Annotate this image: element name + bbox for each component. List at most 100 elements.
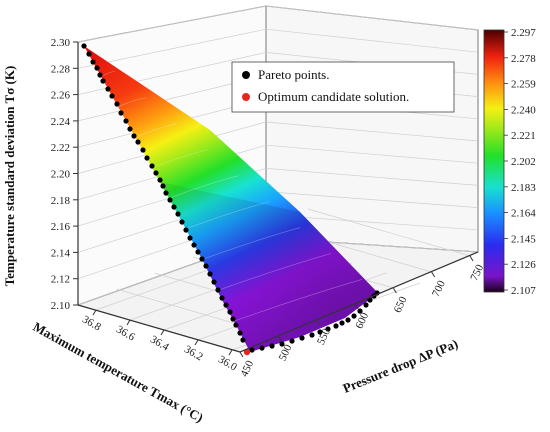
- colorbar-tick-label: 2.145: [511, 233, 536, 245]
- surface-contour-line: [183, 201, 270, 230]
- pareto-point: [325, 326, 331, 332]
- pareto-point: [123, 118, 129, 124]
- pareto-point: [127, 126, 133, 132]
- y-tick-label: 36.8: [80, 313, 103, 333]
- z-gridline-right: [265, 5, 479, 31]
- surface-contour-line: [233, 279, 362, 322]
- surface-contours: [100, 71, 362, 322]
- z-gridline-left: [77, 28, 267, 69]
- pareto-point: [94, 65, 100, 71]
- x-tick-mark: [316, 319, 321, 326]
- y-tick-mark: [92, 309, 97, 316]
- pareto-point: [233, 322, 239, 328]
- pareto-points: [81, 43, 380, 356]
- pareto-point: [157, 177, 163, 183]
- pareto-point: [317, 329, 323, 335]
- colorbar-tick-label: 2.221: [511, 130, 536, 142]
- pareto-point: [195, 249, 201, 255]
- z-tick-label: 2.30: [51, 37, 71, 49]
- pareto-surface: [84, 46, 378, 352]
- z-tick-label: 2.22: [51, 142, 70, 154]
- surface-shading: [160, 182, 378, 352]
- y-tick-mark: [194, 339, 199, 346]
- surface-contour-line: [166, 175, 239, 200]
- pareto-point: [230, 316, 236, 322]
- pareto-point: [90, 59, 96, 65]
- x-tick-mark: [469, 255, 474, 262]
- pareto-point: [171, 204, 177, 210]
- pareto-point: [153, 170, 159, 176]
- pareto-point: [86, 51, 92, 57]
- pareto-point: [199, 256, 205, 262]
- pareto-point: [81, 43, 87, 49]
- colorbar-tick-label: 2.107: [511, 285, 536, 297]
- pareto-point: [105, 86, 111, 92]
- x-tick-mark: [354, 303, 359, 310]
- z-gridline-right: [265, 168, 479, 186]
- pareto-point: [279, 341, 285, 347]
- pareto-point: [269, 343, 275, 349]
- colorbar: 2.297 2.278 2.259 2.240 2.221 2.202 2.183 2.164…: [483, 27, 536, 297]
- pareto-point: [215, 287, 221, 293]
- pareto-point: [345, 317, 351, 323]
- pareto-point: [357, 308, 363, 314]
- pareto-point: [219, 295, 225, 301]
- y-tick-mark: [228, 349, 233, 356]
- z-tick-label: 2.12: [51, 274, 70, 286]
- colorbar-tick-label: 2.183: [511, 182, 536, 194]
- pareto-point: [227, 309, 233, 315]
- colorbar-tick-label: 2.126: [511, 259, 536, 271]
- pareto-point: [140, 147, 146, 153]
- y-axis-line: [77, 304, 241, 353]
- x-tick-mark: [431, 271, 436, 278]
- z-gridline-right: [265, 28, 479, 53]
- pareto-point: [97, 72, 103, 78]
- x-axis-line: [239, 251, 479, 353]
- pareto-point: [223, 302, 229, 308]
- surface-contour-line: [216, 253, 332, 292]
- legend-marker-pareto: [242, 71, 250, 79]
- x-axis-title: Pressure drop ΔP (Pa): [341, 336, 460, 396]
- z-gridline-right: [265, 191, 479, 208]
- tick-marks: [73, 41, 474, 358]
- pareto-point: [351, 313, 357, 319]
- colorbar-tick-label: 2.297: [511, 27, 536, 39]
- optimum-point: [243, 348, 251, 356]
- pareto-point: [240, 337, 246, 343]
- z-tick-label: 2.24: [51, 116, 71, 128]
- pareto-point: [249, 347, 255, 353]
- pareto-point: [149, 163, 155, 169]
- pareto-point: [333, 323, 339, 329]
- z-axis-title: Temperature standard deviation Tσ (K): [2, 66, 17, 287]
- pareto-point: [289, 338, 295, 344]
- pareto-point: [339, 320, 345, 326]
- colorbar-tick-label: 2.202: [511, 156, 536, 168]
- x-gridline-floor: [307, 208, 471, 257]
- surface-contour-line: [133, 123, 177, 139]
- x-tick-label: 650: [392, 294, 410, 314]
- z-tick-label: 2.18: [51, 195, 71, 207]
- surface-contour-line: [117, 97, 146, 108]
- pareto-point: [363, 302, 369, 308]
- y-tick-label: 36.0: [216, 353, 239, 373]
- x-tick-mark: [239, 351, 244, 358]
- x-tick-label: 450: [238, 358, 256, 378]
- pareto-point: [309, 332, 315, 338]
- pareto-point: [118, 110, 124, 116]
- pareto-point: [167, 197, 173, 203]
- y-tick-label: 36.4: [148, 333, 171, 353]
- pareto-point: [367, 297, 373, 303]
- pareto-point: [203, 263, 209, 269]
- legend: Pareto points. Optimum candidate solutio…: [231, 61, 455, 113]
- pareto-point: [207, 271, 213, 277]
- colorbar-tick-labels: 2.297 2.278 2.259 2.240 2.221 2.202 2.183 2.164…: [504, 27, 536, 297]
- colorbar-tick-label: 2.259: [511, 79, 536, 91]
- colorbar-tick-label: 2.164: [511, 208, 536, 220]
- z-tick-label: 2.14: [51, 247, 71, 259]
- pareto-point: [211, 279, 217, 285]
- surface-contour-line: [150, 149, 208, 169]
- x-tick-label: 700: [430, 278, 448, 298]
- pareto-point: [100, 78, 106, 84]
- pareto-point: [187, 235, 193, 241]
